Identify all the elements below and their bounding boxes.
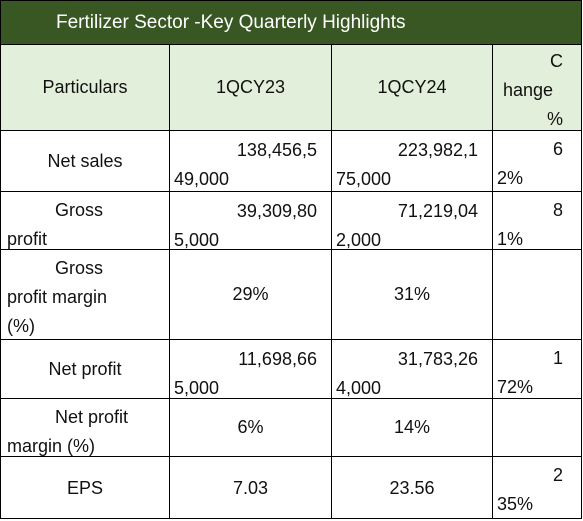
row-net-profit-label: Net profit	[1, 340, 170, 399]
row-eps-1qcy23: 7.03	[170, 457, 332, 519]
table-title: Fertilizer Sector -Key Quarterly Highlig…	[1, 1, 581, 45]
gross-profit-1qcy23-part2: 5,000	[174, 230, 220, 250]
gross-margin-label-line3: (%)	[7, 316, 35, 336]
row-gross-profit-1qcy24: 71,219,04 2,000	[332, 192, 493, 250]
row-net-profit-1qcy24: 31,783,26 4,000	[332, 340, 493, 399]
row-gross-profit-change: 8 1%	[493, 192, 581, 250]
gross-profit-1qcy24-part1: 71,219,04	[397, 201, 478, 221]
row-gross-margin-change	[493, 250, 581, 340]
row-net-margin-label: Net profit margin (%)	[1, 399, 170, 457]
net-profit-1qcy23-part2: 5,000	[174, 378, 220, 398]
eps-1qcy23-value: 7.03	[232, 477, 269, 498]
row-eps-1qcy24: 23.56	[332, 457, 493, 519]
gross-margin-1qcy23-value: 29%	[232, 284, 269, 304]
gross-margin-label-line2: profit margin	[7, 287, 108, 307]
net-margin-1qcy23-value: 6%	[237, 417, 264, 437]
gross-profit-change-part1: 8	[552, 200, 563, 220]
gross-profit-1qcy24-part2: 2,000	[336, 230, 382, 250]
eps-label: EPS	[66, 477, 104, 498]
eps-change-part1: 2	[552, 465, 563, 485]
header-1qcy23-label: 1QCY23	[215, 77, 286, 97]
net-profit-1qcy24-part1: 31,783,26	[397, 349, 478, 369]
header-change: C hange %	[493, 45, 581, 131]
gross-profit-label-line1: Gross	[55, 200, 104, 220]
net-margin-1qcy24-value: 14%	[393, 417, 431, 437]
row-net-sales-label: Net sales	[1, 131, 170, 192]
row-gross-profit-label: Gross profit	[1, 192, 170, 250]
row-gross-margin-label: Gross profit margin (%)	[1, 250, 170, 340]
header-1qcy24-label: 1QCY24	[377, 77, 447, 97]
net-profit-change-part2: 72%	[497, 377, 534, 397]
gross-profit-change-part2: 1%	[497, 229, 524, 249]
row-net-sales-change: 6 2%	[493, 131, 581, 192]
row-net-sales-1qcy23: 138,456,5 49,000	[170, 131, 332, 192]
row-net-sales-1qcy24: 223,982,1 75,000	[332, 131, 493, 192]
row-net-margin-change	[493, 399, 581, 457]
net-sales-label: Net sales	[47, 150, 123, 171]
row-eps-label: EPS	[1, 457, 170, 519]
header-1qcy23: 1QCY23	[170, 45, 332, 131]
row-net-margin-1qcy23: 6%	[170, 399, 332, 457]
header-change-line1: C	[550, 51, 563, 71]
net-profit-change-part1: 1	[552, 348, 563, 368]
gross-profit-label-line2: profit	[7, 229, 48, 249]
net-profit-1qcy23-part1: 11,698,66	[238, 349, 317, 369]
header-particulars-label: Particulars	[42, 77, 128, 97]
row-gross-margin-1qcy23: 29%	[170, 250, 332, 340]
row-net-profit-1qcy23: 11,698,66 5,000	[170, 340, 332, 399]
gross-margin-1qcy24-value: 31%	[393, 284, 431, 304]
row-net-profit-change: 1 72%	[493, 340, 581, 399]
header-change-line2: hange	[503, 80, 554, 100]
eps-1qcy24-value: 23.56	[389, 477, 435, 498]
net-sales-1qcy24-part1: 223,982,1	[397, 140, 478, 160]
row-gross-margin-1qcy24: 31%	[332, 250, 493, 340]
table-grid: Particulars 1QCY23 1QCY24 C hange % Net …	[1, 45, 581, 519]
net-sales-1qcy23-part2: 49,000	[174, 169, 230, 189]
header-change-line3: %	[546, 109, 563, 129]
net-margin-label-line2: margin (%)	[7, 436, 96, 456]
net-sales-change-part1: 6	[552, 139, 563, 159]
gross-profit-1qcy23-part1: 39,309,80	[236, 201, 317, 221]
net-sales-1qcy23-part1: 138,456,5	[236, 140, 317, 160]
gross-margin-label-line1: Gross	[55, 258, 104, 278]
net-sales-change-part2: 2%	[497, 168, 524, 188]
header-particulars: Particulars	[1, 45, 170, 131]
eps-change-part2: 35%	[497, 494, 534, 514]
net-margin-label-line1: Net profit	[55, 407, 129, 427]
header-1qcy24: 1QCY24	[332, 45, 493, 131]
net-sales-1qcy24-part2: 75,000	[336, 169, 392, 189]
net-profit-label: Net profit	[48, 358, 122, 379]
row-net-margin-1qcy24: 14%	[332, 399, 493, 457]
row-gross-profit-1qcy23: 39,309,80 5,000	[170, 192, 332, 250]
net-profit-1qcy24-part2: 4,000	[336, 378, 382, 398]
row-eps-change: 2 35%	[493, 457, 581, 519]
